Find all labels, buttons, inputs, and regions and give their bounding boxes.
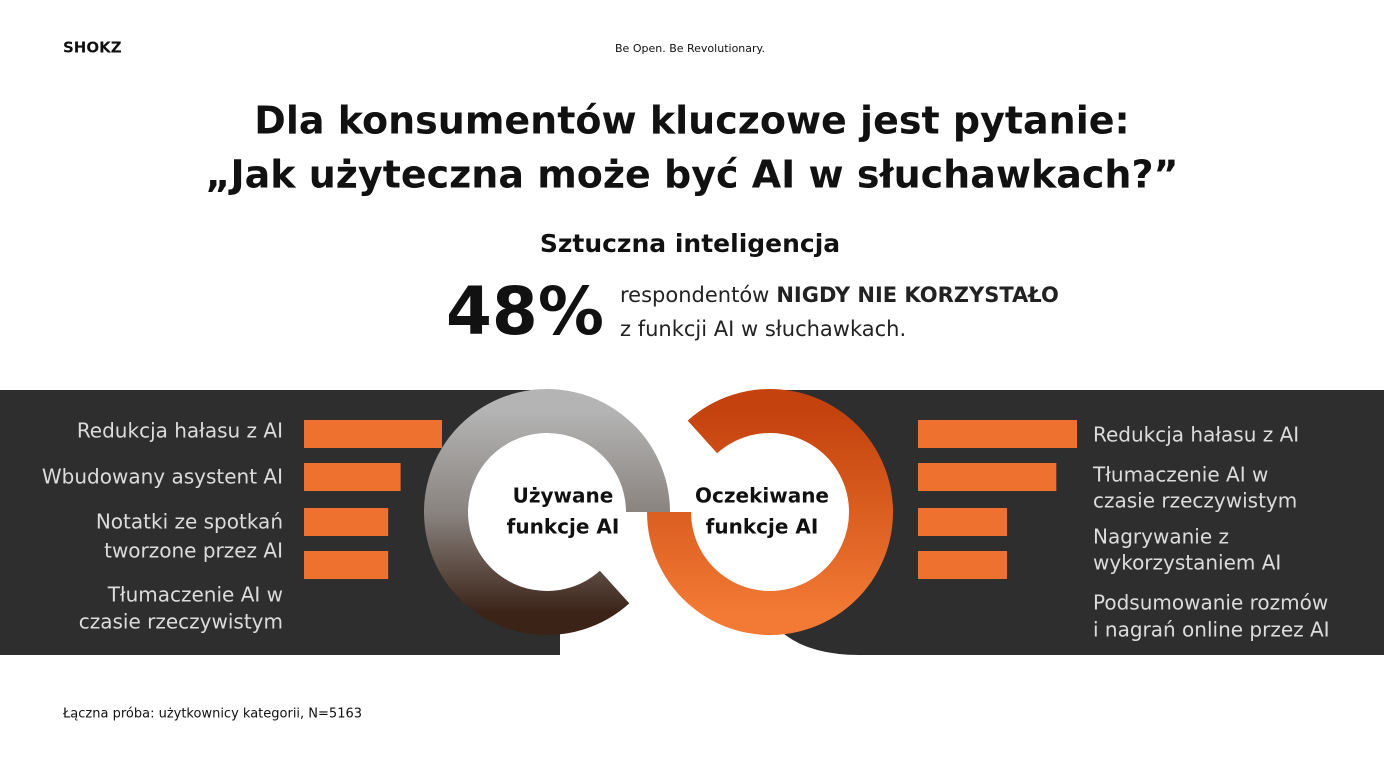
bar-label: Tłumaczenie AI w [107, 583, 283, 607]
bar-label: tworzone przez AI [104, 539, 283, 563]
bar [304, 508, 389, 536]
ring-expected [647, 389, 893, 635]
bar-label: czasie rzeczywistym [79, 610, 283, 634]
logo: SHOKZ [63, 39, 122, 57]
ring-inner [690, 432, 850, 592]
bar-label: Nagrywanie z [1093, 525, 1229, 549]
ring-used [424, 389, 670, 635]
bar-label: wykorzystaniem AI [1093, 551, 1281, 575]
bar-label: Redukcja hałasu z AI [77, 419, 283, 443]
bar [918, 508, 1008, 536]
title: Dla konsumentów kluczowe jest pytanie: [254, 99, 1129, 143]
ring-label: Oczekiwane [695, 484, 829, 508]
stat-text-bold: NIGDY NIE KORZYSTAŁO [776, 283, 1059, 307]
bar [918, 420, 1077, 448]
stat-value: 48% [446, 273, 604, 350]
tagline: Be Open. Be Revolutionary. [615, 42, 765, 55]
bar-label: Notatki ze spotkań [96, 510, 283, 534]
bar-label: czasie rzeczywistym [1093, 489, 1297, 513]
dark-band-right [760, 390, 1384, 655]
bar [304, 551, 389, 579]
ring-label: funkcje AI [706, 515, 819, 539]
bar-label: Tłumaczenie AI w [1092, 463, 1268, 487]
bar [304, 463, 401, 491]
ring-label: funkcje AI [507, 515, 620, 539]
bar-label: Podsumowanie rozmów [1093, 591, 1328, 615]
ring-inner [467, 432, 627, 592]
title: „Jak użyteczna może być AI w słuchawkach… [206, 153, 1179, 197]
stat-text: respondentów NIGDY NIE KORZYSTAŁO [620, 283, 1059, 307]
bar-label: Redukcja hałasu z AI [1093, 423, 1299, 447]
stat-text: z funkcji AI w słuchawkach. [620, 317, 906, 341]
bar [918, 551, 1008, 579]
stat-text-normal: respondentów [620, 283, 769, 307]
bar [304, 420, 442, 448]
bar [918, 463, 1057, 491]
ring-label: Używane [513, 484, 614, 508]
footer: Łączna próba: użytkownicy kategorii, N=5… [62, 707, 362, 722]
bar-label: i nagrań online przez AI [1093, 618, 1330, 642]
bar-label: Wbudowany asystent AI [42, 465, 283, 489]
subtitle: Sztuczna inteligencja [540, 229, 840, 258]
